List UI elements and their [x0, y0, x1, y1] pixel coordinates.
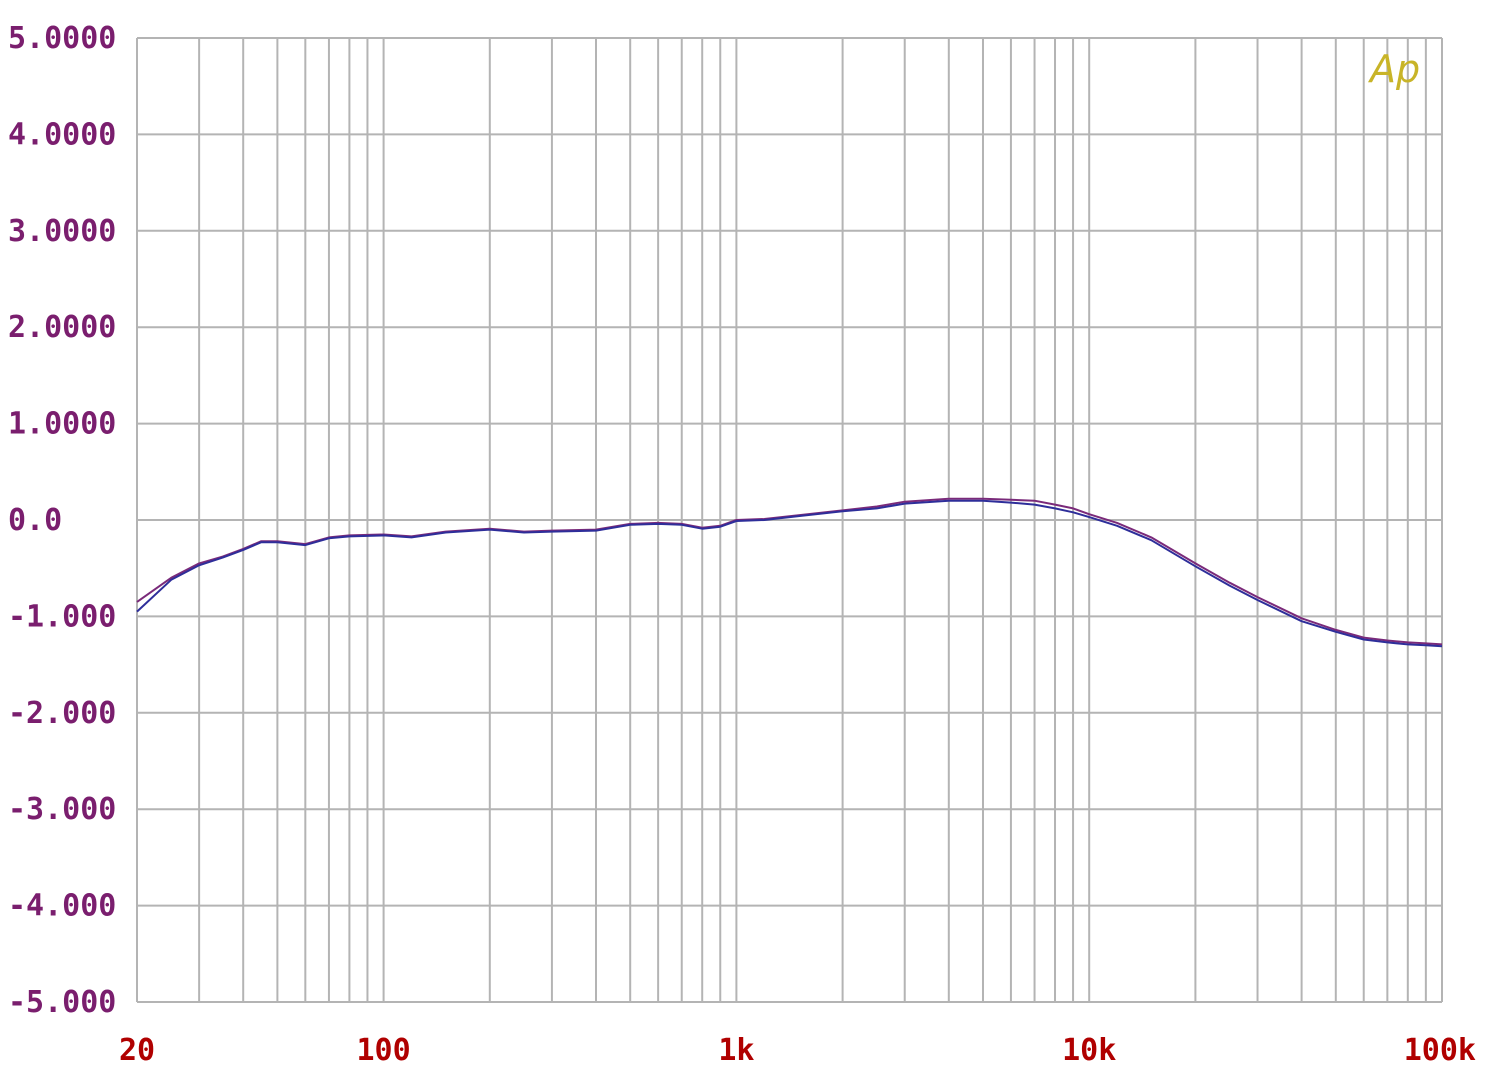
x-tick-label-1: 100	[357, 1033, 411, 1068]
series-line-1	[136, 499, 1443, 648]
x-tick-label-0: 20	[119, 1033, 155, 1068]
y-tick-label-5: 0.0	[8, 503, 62, 538]
y-tick-label-4: 1.0000	[8, 407, 116, 442]
y-tick-label-7: -2.000	[8, 696, 116, 731]
x-tick-label-3: 10k	[1062, 1033, 1116, 1068]
x-tick-label-4: 100k	[1404, 1033, 1476, 1068]
y-tick-label-9: -4.000	[8, 889, 116, 924]
y-tick-label-6: -1.000	[8, 599, 116, 634]
ap-logo: Ap	[1367, 47, 1420, 91]
y-axis-tick-labels: 5.0000 4.0000 3.0000 2.0000 1.0000 0.0 -1.000 -…	[8, 21, 116, 1020]
grid	[136, 37, 1443, 1003]
x-axis-tick-labels: 20 100 1k 10k 100k	[119, 1033, 1476, 1068]
y-tick-label-0: 5.0000	[8, 21, 116, 56]
y-tick-label-8: -3.000	[8, 792, 116, 827]
y-tick-label-1: 4.0000	[8, 117, 116, 152]
y-tick-label-10: -5.000	[8, 985, 116, 1020]
y-tick-label-3: 2.0000	[8, 310, 116, 345]
x-tick-label-2: 1k	[718, 1033, 754, 1068]
y-tick-label-2: 3.0000	[8, 214, 116, 249]
series-group	[136, 497, 1443, 648]
